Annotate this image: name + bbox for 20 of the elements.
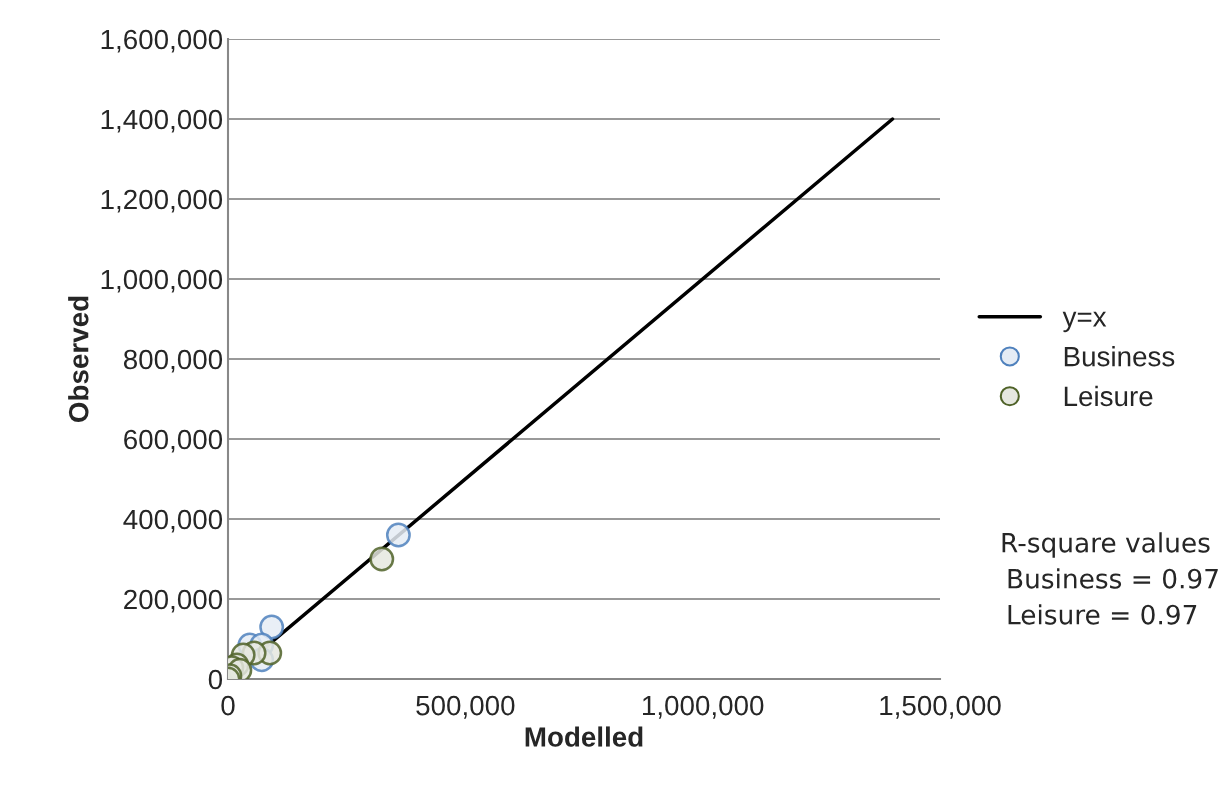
y-tick-label: 1,000,000 bbox=[101, 269, 223, 293]
legend-label: Leisure bbox=[1064, 385, 1153, 407]
text: Leisure = 0.97 bbox=[1008, 604, 1197, 625]
y-tick-label: 200,000 bbox=[124, 589, 223, 613]
y-tick-label: 1,200,000 bbox=[101, 189, 223, 213]
y-tick-label: 1,400,000 bbox=[101, 109, 223, 133]
text: Business = 0.97 bbox=[1008, 568, 1218, 589]
text: R-square values bbox=[1002, 532, 1210, 558]
x-tick-label: 1,000,000 bbox=[643, 695, 764, 719]
legend-label: Business bbox=[1064, 346, 1175, 367]
y-tick-label: 800,000 bbox=[123, 349, 223, 373]
y-tick-label: 400,000 bbox=[123, 509, 223, 533]
y-tick-label: 600,000 bbox=[124, 429, 223, 453]
y-axis-title: Observed bbox=[68, 296, 89, 422]
legend-label: y=x bbox=[1062, 311, 1107, 333]
x-tick-label: 500,000 bbox=[416, 695, 515, 719]
y-tick-label: 1,600,000 bbox=[101, 29, 223, 53]
x-tick-label: 1,500,000 bbox=[880, 695, 1001, 719]
y-tick-label: 0 bbox=[208, 669, 223, 690]
x-axis-title: Modelled bbox=[525, 726, 643, 747]
